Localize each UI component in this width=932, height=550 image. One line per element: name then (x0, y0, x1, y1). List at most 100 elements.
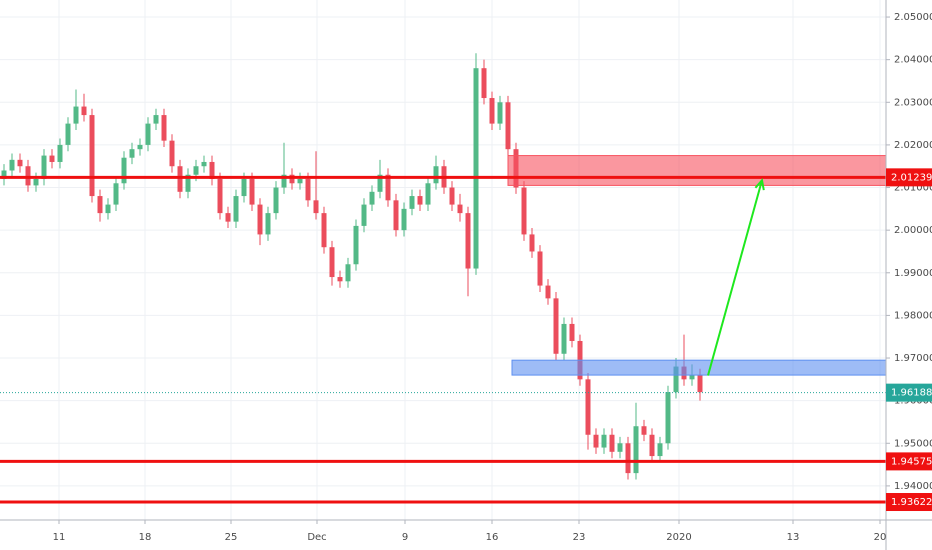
candle-body (57, 144, 63, 162)
y-tick-label: 2.04000 (894, 55, 932, 66)
candle-body (281, 174, 287, 188)
candle-body (393, 200, 399, 231)
y-tick-label: 1.95000 (894, 438, 932, 449)
candle-body (89, 115, 95, 197)
candle-body (9, 159, 15, 171)
candle-body (177, 166, 183, 192)
candle-body (409, 196, 415, 209)
level-tag (886, 493, 932, 512)
candle-body (185, 174, 191, 192)
x-tick-label: 18 (139, 532, 152, 543)
candle-body (657, 443, 663, 457)
candle-body (337, 277, 343, 282)
x-tick-label: 23 (573, 532, 586, 543)
candle-body (601, 434, 607, 448)
y-tick-label: 2.02000 (894, 140, 932, 151)
candle-body (241, 179, 247, 197)
candle-body (233, 196, 239, 222)
candle-body (313, 200, 319, 214)
candle-body (593, 434, 599, 448)
candle-body (561, 323, 567, 354)
y-tick-label: 2.03000 (894, 97, 932, 108)
candle-body (585, 379, 591, 435)
candle-body (417, 196, 423, 205)
candle-body (1, 170, 7, 180)
candle-body (41, 155, 47, 180)
grid (0, 0, 886, 520)
candle-body (641, 426, 647, 435)
candle-body (489, 98, 495, 124)
x-tick-label: Dec (307, 532, 326, 543)
axes: 1.940001.950001.960001.970001.980001.990… (53, 12, 932, 543)
candle-body (449, 187, 455, 205)
candle-body (217, 179, 223, 214)
candle-body (17, 159, 23, 167)
candle-body (649, 434, 655, 457)
candle-body (545, 285, 551, 299)
x-tick-label: 11 (53, 532, 66, 543)
y-tick-label: 1.97000 (894, 353, 932, 364)
level-tag (886, 452, 932, 471)
candle-body (153, 115, 159, 124)
candle-body (425, 183, 431, 205)
plot (0, 53, 887, 504)
x-tick-label: 16 (486, 532, 499, 543)
candle-body (137, 144, 143, 150)
candle-body (209, 161, 215, 180)
candle-body (201, 161, 207, 167)
candle-body (553, 298, 559, 354)
y-tick-label: 2.01000 (894, 183, 932, 194)
candle-body (529, 234, 535, 252)
candle-body (345, 264, 351, 282)
candle-body (633, 426, 639, 474)
zone (511, 359, 887, 376)
y-tick-label: 1.94000 (894, 481, 932, 492)
candle-body (401, 208, 407, 231)
candle-body (481, 68, 487, 99)
level-label: 1.93622 (891, 497, 932, 508)
candle-body (297, 179, 303, 184)
level-label: 2.01239 (891, 172, 932, 183)
candle-body (265, 213, 271, 235)
candle-body (385, 174, 391, 201)
candle-body (689, 375, 695, 380)
x-tick-label: 9 (402, 532, 408, 543)
candle-body (353, 225, 359, 265)
y-tick-label: 2.05000 (894, 12, 932, 23)
candle-body (105, 204, 111, 214)
candle-body (505, 102, 511, 150)
candle-body (497, 102, 503, 124)
candle-body (369, 191, 375, 205)
level-label: 1.94575 (891, 456, 932, 467)
candle-body (665, 392, 671, 444)
candle-body (113, 183, 119, 205)
candle-body (145, 123, 151, 145)
candle-body (377, 174, 383, 192)
candle-body (129, 149, 135, 158)
candle-body (161, 115, 167, 141)
candle-body (249, 179, 255, 205)
candle-body (49, 155, 55, 162)
candle-body (25, 166, 31, 186)
candle-body (193, 166, 199, 175)
candle-body (569, 323, 575, 341)
x-tick-label: 13 (787, 532, 800, 543)
candle-body (609, 434, 615, 452)
candle-body (457, 204, 463, 214)
candle-body (73, 106, 79, 124)
candle-body (305, 179, 311, 201)
candle-body (433, 166, 439, 184)
x-tick-label: 25 (225, 532, 238, 543)
candle-body (169, 140, 175, 167)
candle-body (257, 204, 263, 235)
candle-body (673, 366, 679, 393)
candle-body (617, 443, 623, 452)
candle-body (625, 443, 631, 474)
candle-body (521, 187, 527, 235)
candle-body (65, 123, 71, 145)
candle-body (473, 68, 479, 269)
candle-body (81, 106, 87, 116)
candle-body (33, 179, 39, 186)
